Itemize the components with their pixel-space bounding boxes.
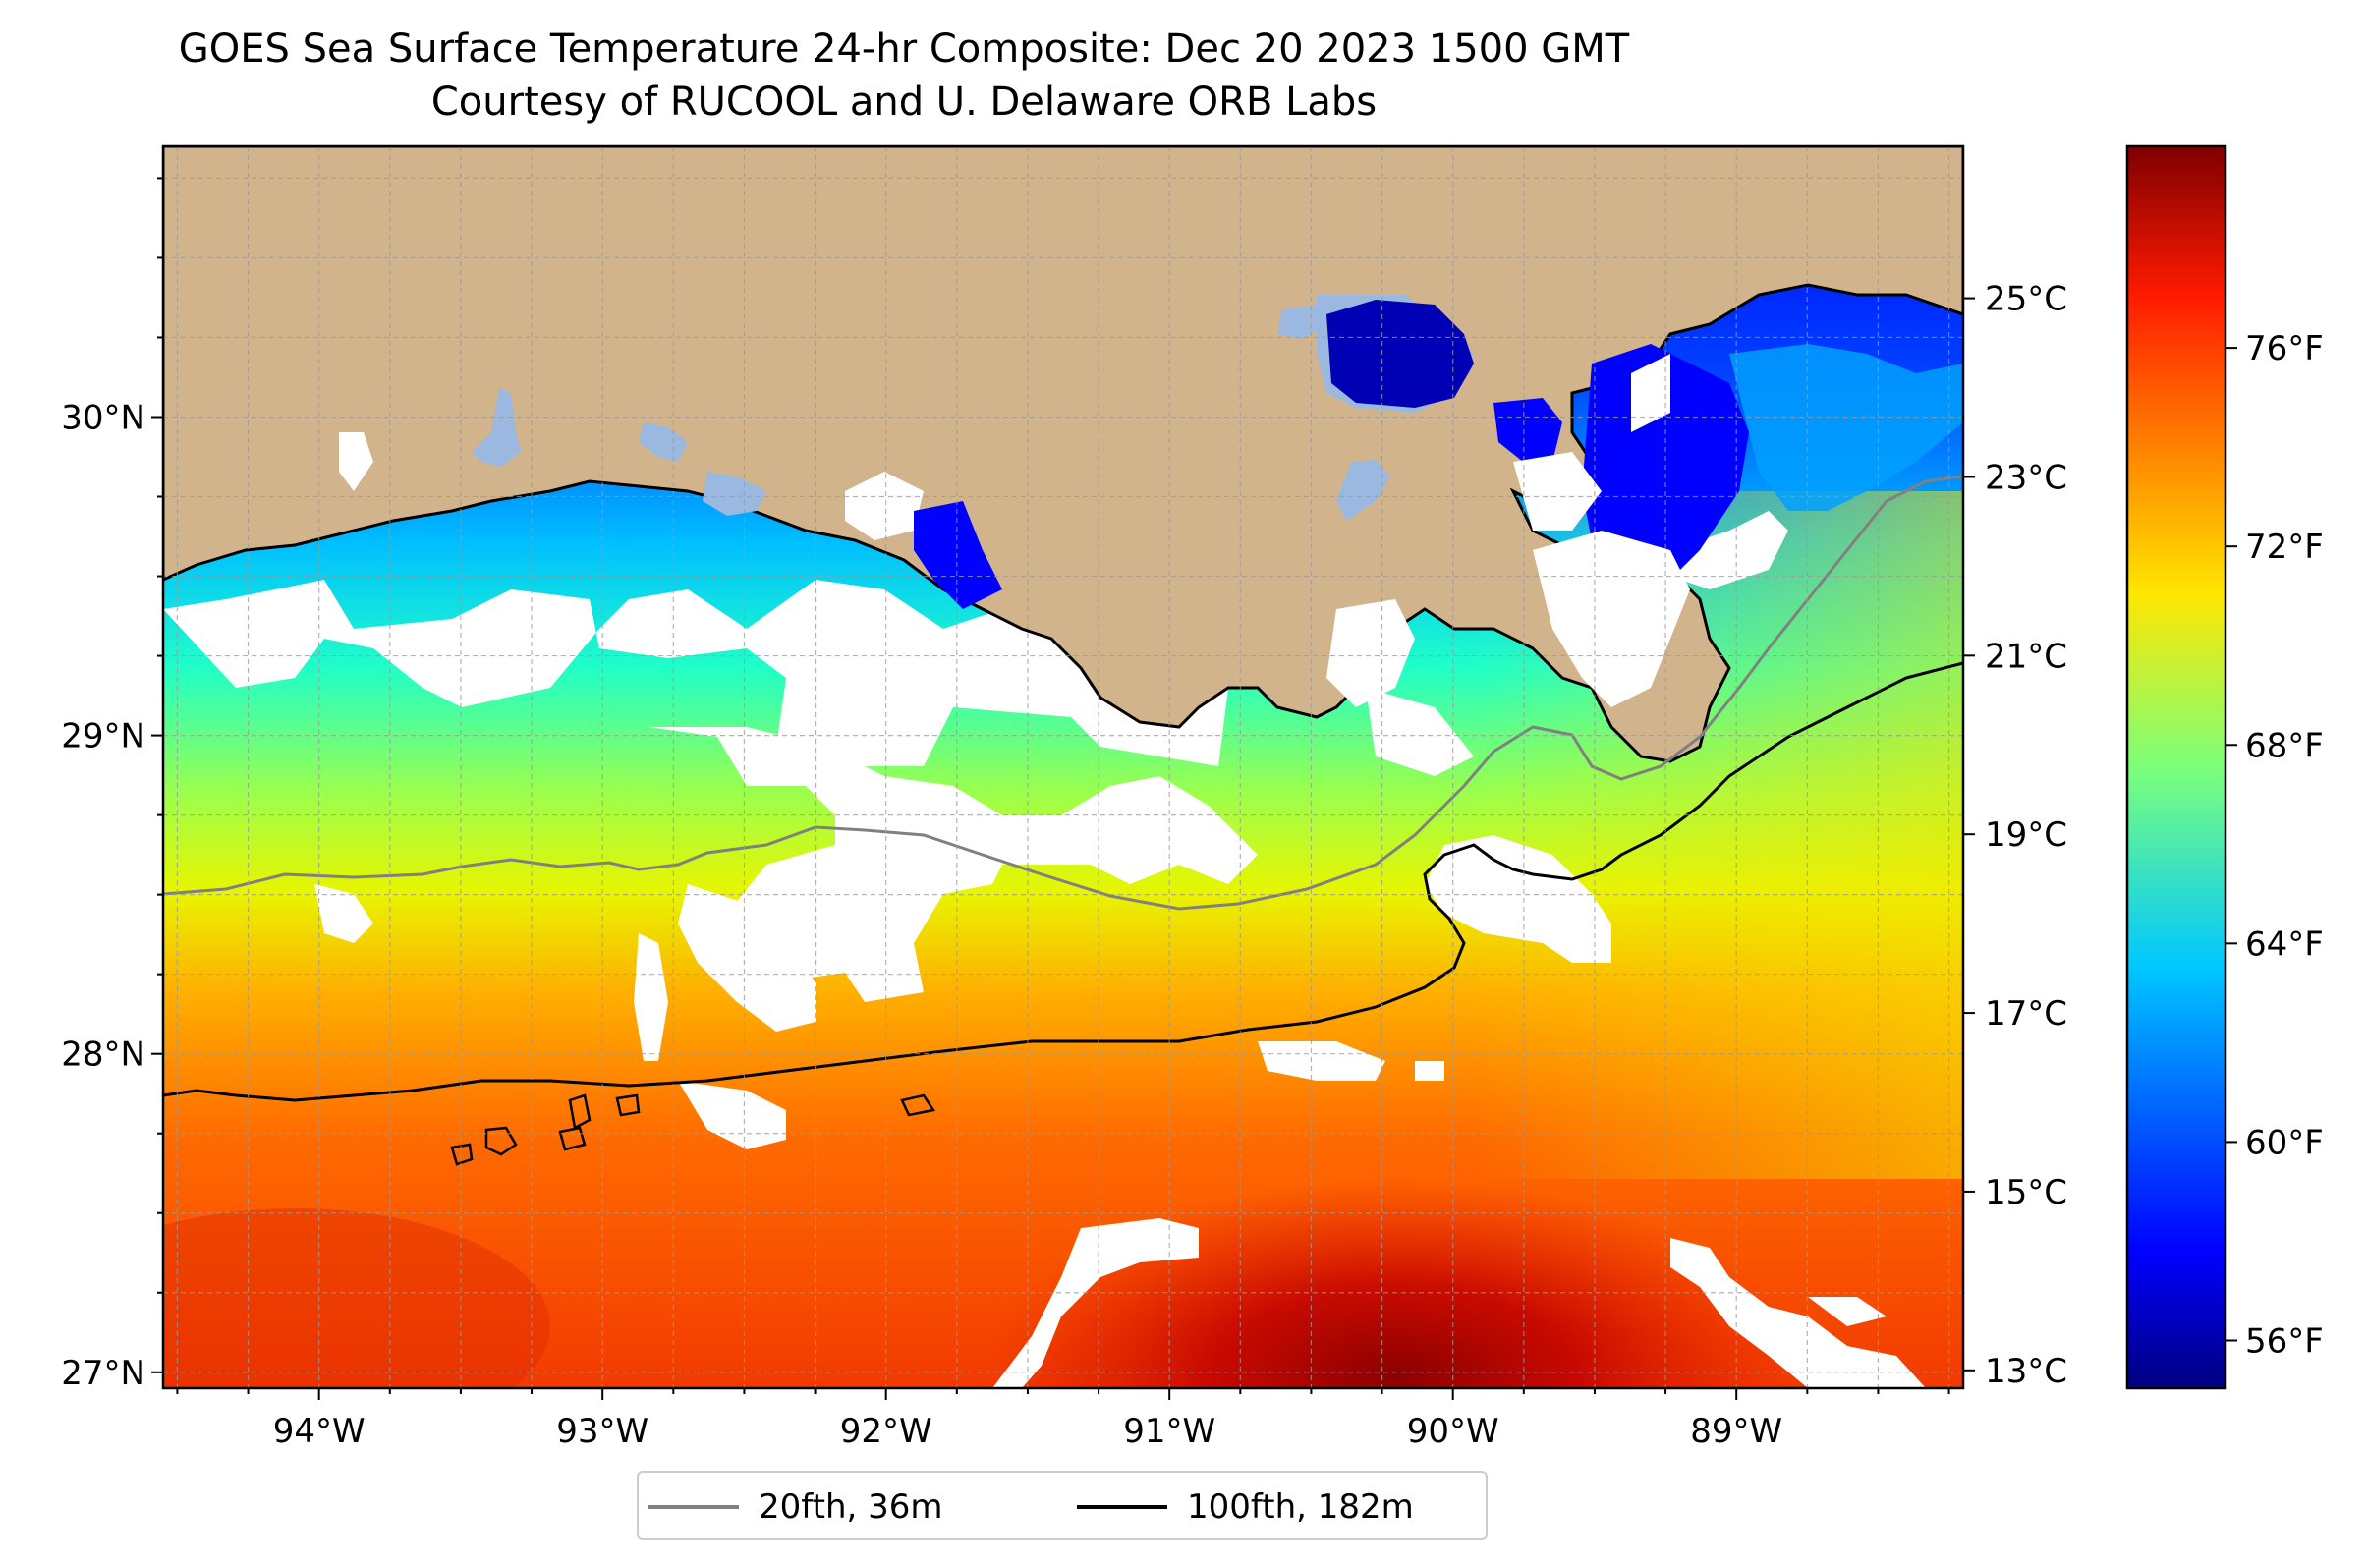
- lake-pontchartrain-sst: [1326, 300, 1474, 408]
- legend-label-20fth: 20fth, 36m: [759, 1487, 943, 1527]
- celsius-tick-label: 13°C: [1985, 1352, 2067, 1391]
- no-data-patch: [634, 933, 668, 1061]
- mississippi-sound-sst: [1729, 344, 1963, 511]
- lat-tick-label: 29°N: [61, 717, 145, 756]
- map-plot-area: [163, 146, 1963, 1388]
- seamount-contour: [558, 1126, 587, 1151]
- inshore-water: [339, 300, 1963, 707]
- no-data-patch: [1425, 835, 1611, 963]
- map-frame: [161, 144, 1965, 1390]
- lon-tick-label: 92°W: [840, 1412, 932, 1451]
- legend-label-100fth: 100fth, 182m: [1187, 1487, 1414, 1527]
- no-data-patch: [648, 727, 1258, 1002]
- no-data-patch: [992, 1218, 1199, 1388]
- colorbar: [2125, 144, 2227, 1390]
- legend-item-100fth: 100fth, 182m: [1077, 1484, 1414, 1530]
- isobath-100fth-182m: [163, 661, 1963, 1102]
- seamount-contour: [900, 1093, 936, 1117]
- lon-tick-label: 90°W: [1407, 1412, 1499, 1451]
- fahrenheit-tick-label: 64°F: [2245, 924, 2324, 964]
- marsh-no-data: [1326, 599, 1415, 707]
- fahrenheit-tick-label: 56°F: [2245, 1322, 2324, 1362]
- marsh-no-data: [1513, 452, 1602, 531]
- lon-tick-label: 91°W: [1123, 1412, 1215, 1451]
- no-data-patch: [1366, 688, 1474, 776]
- marsh-no-data: [1533, 531, 1690, 707]
- chandeleur-sound-sst: [1582, 344, 1749, 580]
- map-subtitle: Courtesy of RUCOOL and U. Delaware ORB L…: [430, 80, 1378, 125]
- celsius-tick-label: 23°C: [1985, 458, 2067, 497]
- no-data-patch: [1670, 511, 1788, 589]
- land: [163, 146, 1963, 763]
- lon-tick-label: 94°W: [273, 1412, 366, 1451]
- map-axis-ticks: 94°W 93°W 92°W 91°W 90°W 89°W 27°N 28°N 29°N 30°N: [61, 177, 1950, 1451]
- celsius-tick-label: 15°C: [1985, 1173, 2067, 1212]
- seamount-contour: [615, 1093, 641, 1117]
- lat-tick-label: 28°N: [61, 1036, 145, 1075]
- no-data-patch: [678, 1081, 786, 1149]
- no-data-patch: [1415, 1061, 1444, 1081]
- fahrenheit-tick-label: 60°F: [2245, 1123, 2324, 1162]
- lon-tick-label: 89°W: [1690, 1412, 1782, 1451]
- map-title: GOES Sea Surface Temperature 24-hr Compo…: [178, 27, 1630, 72]
- sst-warm-west: [163, 1208, 550, 1388]
- no-data-patch: [1808, 1297, 1887, 1326]
- legend-swatch-20fth: [648, 1505, 739, 1509]
- isobath-20fth-36m: [163, 475, 1963, 911]
- fahrenheit-tick-label: 72°F: [2245, 528, 2324, 567]
- fahrenheit-tick-label: 68°F: [2245, 726, 2324, 765]
- lake: [1336, 460, 1390, 521]
- celsius-tick-label: 17°C: [1985, 994, 2067, 1034]
- seamounts: [450, 1093, 936, 1166]
- legend-swatch-100fth: [1077, 1505, 1167, 1509]
- lat-tick-label: 27°N: [61, 1354, 145, 1393]
- colorbar-ticks: 13°C 15°C 17°C 19°C 21°C 23°C 25°C 56°F 60°F 64°F…: [1963, 280, 2324, 1391]
- no-data-patch: [314, 884, 373, 943]
- no-data-patch: [1670, 1238, 1926, 1388]
- seamount-contour: [568, 1093, 592, 1130]
- lake: [639, 422, 688, 462]
- marsh-no-data: [845, 472, 924, 540]
- lake: [472, 388, 521, 467]
- seamount-contour: [484, 1126, 518, 1156]
- land-mass: [163, 146, 1963, 763]
- no-data-patch: [163, 580, 1228, 766]
- celsius-tick-label: 21°C: [1985, 637, 2067, 676]
- celsius-tick-label: 19°C: [1985, 815, 2067, 855]
- lake-borgne-sst: [1493, 398, 1562, 462]
- celsius-tick-label: 25°C: [1985, 280, 2067, 319]
- map-gridlines: [163, 146, 1963, 1388]
- marsh-no-data: [339, 432, 373, 491]
- legend-item-20fth: 20fth, 36m: [648, 1484, 943, 1530]
- marsh-sst: [914, 501, 1002, 609]
- no-data-patch: [1258, 1041, 1385, 1081]
- fahrenheit-tick-label: 76°F: [2245, 329, 2324, 368]
- lat-tick-label: 30°N: [61, 398, 145, 437]
- lake: [1277, 305, 1326, 339]
- isobath-legend: 20fth, 36m 100fth, 182m: [637, 1471, 1488, 1540]
- lake: [703, 472, 766, 516]
- lon-tick-label: 93°W: [556, 1412, 648, 1451]
- no-data-patches: [163, 511, 1926, 1388]
- no-data-patch: [678, 884, 816, 1032]
- seamount-contour: [450, 1143, 474, 1166]
- marsh-no-data: [1631, 354, 1670, 432]
